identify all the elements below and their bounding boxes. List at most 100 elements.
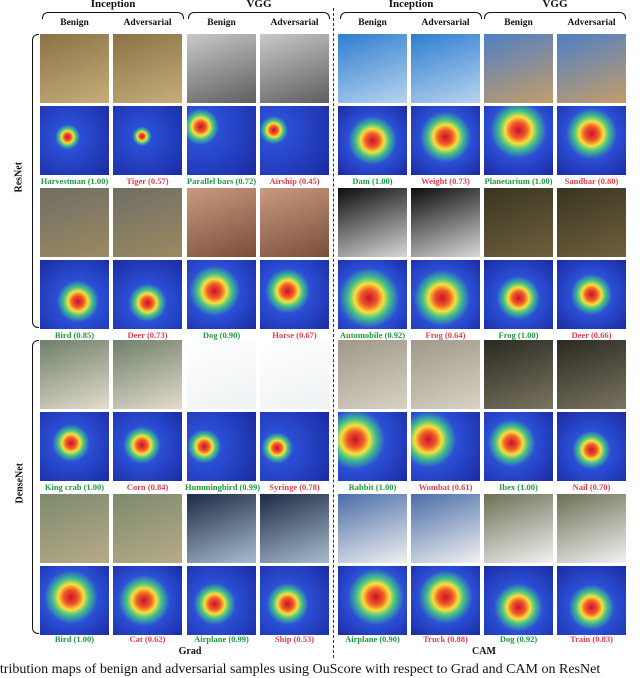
attribution-heatmap bbox=[338, 260, 407, 329]
bottom-label-cam: CAM bbox=[472, 646, 496, 657]
prediction-label: Truck (0.88) bbox=[423, 634, 468, 644]
prediction-label: Weight (0.73) bbox=[421, 176, 470, 186]
sample-image bbox=[484, 494, 553, 563]
sample-image bbox=[484, 340, 553, 409]
prediction-label: Syringe (0.78) bbox=[269, 482, 320, 492]
attribution-heatmap bbox=[187, 260, 256, 329]
sample-image bbox=[411, 494, 480, 563]
attribution-heatmap bbox=[113, 106, 182, 175]
attribution-heatmap bbox=[484, 260, 553, 329]
prediction-label: Nail (0.70) bbox=[572, 482, 611, 492]
attribution-heatmap bbox=[338, 106, 407, 175]
prediction-label: Rabbit (1.00) bbox=[348, 482, 397, 492]
subheader-adversarial: Adversarial bbox=[270, 18, 319, 28]
sample-image bbox=[260, 188, 329, 257]
sample-image bbox=[113, 494, 182, 563]
prediction-label: Tiger (0.57) bbox=[126, 176, 169, 186]
header-vgg-right: VGG bbox=[542, 0, 568, 10]
sample-image bbox=[113, 34, 182, 103]
brace-vgg-left bbox=[188, 12, 330, 19]
attribution-heatmap bbox=[484, 412, 553, 481]
subheader-adversarial: Adversarial bbox=[421, 18, 470, 28]
attribution-heatmap bbox=[187, 566, 256, 635]
label-densenet: DenseNet bbox=[14, 462, 26, 504]
prediction-label: Corn (0.84) bbox=[126, 482, 169, 492]
prediction-label: Sandbar (0.80) bbox=[564, 176, 619, 186]
prediction-label: Hummingbird (0.99) bbox=[185, 482, 261, 492]
subheader-benign: Benign bbox=[60, 18, 89, 28]
attribution-heatmap bbox=[338, 412, 407, 481]
sample-image bbox=[260, 494, 329, 563]
label-resnet: ResNet bbox=[13, 161, 25, 193]
prediction-label: Ship (0.53) bbox=[274, 634, 315, 644]
sample-image bbox=[40, 188, 109, 257]
prediction-label: Airplane (0.99) bbox=[194, 634, 249, 644]
attribution-heatmap bbox=[187, 412, 256, 481]
attribution-heatmap bbox=[40, 260, 109, 329]
sample-image bbox=[557, 340, 626, 409]
header-vgg-left: VGG bbox=[246, 0, 272, 10]
attribution-heatmap bbox=[484, 106, 553, 175]
attribution-heatmap bbox=[260, 260, 329, 329]
sample-image bbox=[113, 340, 182, 409]
attribution-heatmap bbox=[411, 260, 480, 329]
attribution-heatmap bbox=[557, 412, 626, 481]
brace-densenet bbox=[32, 340, 39, 634]
sample-image bbox=[40, 34, 109, 103]
brace-inception-left bbox=[42, 12, 184, 19]
attribution-heatmap bbox=[411, 412, 480, 481]
sample-image bbox=[338, 34, 407, 103]
sample-image bbox=[484, 188, 553, 257]
prediction-label: Bird (0.85) bbox=[54, 330, 95, 340]
sample-image bbox=[187, 188, 256, 257]
sample-image bbox=[557, 34, 626, 103]
attribution-heatmap bbox=[484, 566, 553, 635]
attribution-heatmap bbox=[557, 106, 626, 175]
sample-image bbox=[113, 188, 182, 257]
subheader-adversarial: Adversarial bbox=[123, 18, 172, 28]
prediction-label: Harvestman (1.00) bbox=[40, 176, 109, 186]
prediction-label: Train (0.83) bbox=[570, 634, 613, 644]
sample-image bbox=[411, 188, 480, 257]
attribution-heatmap bbox=[338, 566, 407, 635]
brace-inception-right bbox=[340, 12, 482, 19]
sample-image bbox=[187, 34, 256, 103]
attribution-heatmap bbox=[260, 412, 329, 481]
sample-image bbox=[338, 340, 407, 409]
prediction-label: Ibex (1.00) bbox=[499, 482, 538, 492]
subheader-benign: Benign bbox=[207, 18, 236, 28]
bottom-label-grad: Grad bbox=[178, 646, 202, 657]
attribution-heatmap bbox=[40, 566, 109, 635]
sample-image bbox=[411, 340, 480, 409]
prediction-label: Airship (0.45) bbox=[269, 176, 320, 186]
sample-image bbox=[260, 34, 329, 103]
attribution-heatmap bbox=[260, 566, 329, 635]
prediction-label: Wombat (0.61) bbox=[418, 482, 473, 492]
sample-image bbox=[187, 494, 256, 563]
sample-image bbox=[40, 340, 109, 409]
header-inception-left: Inception bbox=[90, 0, 136, 10]
prediction-label: Dog (0.90) bbox=[202, 330, 241, 340]
attribution-heatmap bbox=[411, 106, 480, 175]
attribution-heatmap bbox=[260, 106, 329, 175]
prediction-label: Deer (0.66) bbox=[571, 330, 612, 340]
prediction-label: Airplane (0.90) bbox=[345, 634, 400, 644]
prediction-label: Deer (0.73) bbox=[127, 330, 168, 340]
attribution-heatmap bbox=[557, 260, 626, 329]
prediction-label: Parallel bars (0.72) bbox=[186, 176, 257, 186]
prediction-label: King crab (1.00) bbox=[44, 482, 105, 492]
brace-resnet bbox=[32, 34, 39, 328]
figure-caption: ttribution maps of benign and adversaria… bbox=[0, 662, 601, 677]
sample-image bbox=[484, 34, 553, 103]
prediction-label: Bird (1.00) bbox=[54, 634, 95, 644]
sample-image bbox=[338, 188, 407, 257]
sample-image bbox=[187, 340, 256, 409]
prediction-label: Horse (0.67) bbox=[272, 330, 317, 340]
sample-image bbox=[557, 188, 626, 257]
prediction-label: Dam (1.00) bbox=[352, 176, 393, 186]
attribution-heatmap bbox=[113, 412, 182, 481]
prediction-label: Frog (0.64) bbox=[425, 330, 466, 340]
subheader-benign: Benign bbox=[504, 18, 533, 28]
attribution-heatmap bbox=[40, 106, 109, 175]
sample-image bbox=[260, 340, 329, 409]
